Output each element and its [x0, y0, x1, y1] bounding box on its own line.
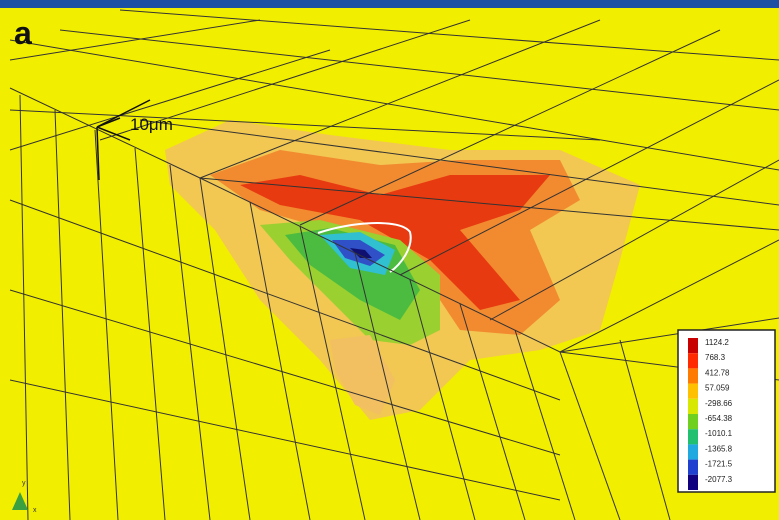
legend: 1124.2 768.3 412.78 57.059 -298.66 -654.38 -10… [678, 330, 775, 492]
legend-swatch [688, 399, 698, 414]
legend-label: 412.78 [705, 368, 730, 377]
legend-swatch [688, 414, 698, 429]
scale-label: 10μm [130, 115, 173, 134]
panel-label: a [14, 15, 32, 51]
legend-swatch [688, 338, 698, 353]
legend-swatch [688, 384, 698, 399]
legend-label: -1721.5 [705, 460, 733, 469]
legend-swatch [688, 475, 698, 490]
legend-label: -2077.3 [705, 475, 733, 484]
legend-label: 57.059 [705, 384, 730, 393]
legend-swatch [688, 429, 698, 444]
legend-swatch [688, 368, 698, 383]
legend-label: -654.38 [705, 414, 733, 423]
legend-label: 768.3 [705, 353, 726, 362]
legend-label: -298.66 [705, 399, 733, 408]
legend-label: -1010.1 [705, 429, 733, 438]
top-border [0, 0, 779, 8]
legend-label: -1365.8 [705, 444, 733, 453]
legend-swatch [688, 444, 698, 459]
coord-y: y [22, 480, 26, 487]
legend-swatch [688, 460, 698, 475]
coord-x: x [33, 507, 37, 514]
legend-swatch [688, 353, 698, 368]
figure: 10μm a y x 1124.2 768.3 412.78 57.059 -298.6… [0, 0, 779, 520]
legend-label: 1124.2 [705, 338, 729, 347]
